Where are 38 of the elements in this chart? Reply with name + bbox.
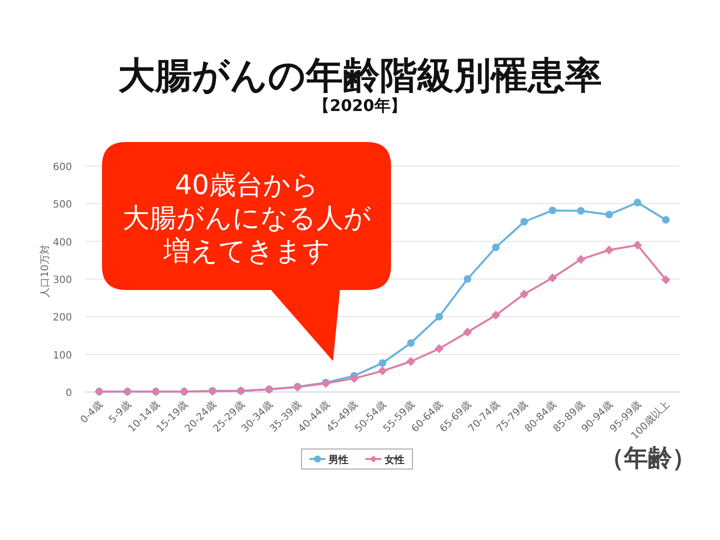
point	[576, 254, 586, 264]
y-axis-title: 人口10万対	[39, 244, 51, 298]
point	[492, 244, 500, 252]
point	[463, 328, 472, 337]
point	[434, 344, 444, 354]
y-tick-label: 0	[66, 388, 72, 399]
annotation: 40歳台から大腸がんになる人が増えてきます	[122, 170, 372, 267]
point	[634, 198, 642, 206]
point	[350, 374, 359, 383]
x-axis-title: （年齢）	[600, 444, 696, 472]
point	[661, 275, 670, 284]
y-tick-label: 200	[52, 312, 72, 324]
y-tick-label: 500	[52, 200, 72, 211]
point	[520, 290, 529, 299]
point	[378, 359, 386, 367]
point	[577, 207, 585, 215]
point	[435, 312, 443, 320]
chart-title: 大腸がんの年齢階級別罹患率	[118, 54, 602, 97]
y-tick-label: 400	[52, 237, 72, 248]
point	[605, 210, 613, 218]
point	[520, 218, 528, 226]
y-tick-label: 600	[52, 162, 72, 173]
legend-label: 女性	[384, 454, 404, 466]
point	[633, 240, 642, 250]
point	[548, 273, 557, 282]
point	[464, 275, 472, 283]
point	[604, 245, 614, 254]
legend-label: 男性	[328, 454, 348, 466]
point	[548, 206, 556, 214]
point	[491, 310, 500, 320]
y-tick-label: 100	[52, 350, 72, 362]
y-tick-label: 300	[52, 275, 72, 286]
point	[406, 356, 416, 366]
chart-subtitle: 【2020年】	[314, 96, 406, 115]
point	[378, 366, 387, 376]
point	[662, 216, 670, 224]
x-tick-label: 0-4歳	[78, 398, 106, 426]
point	[407, 339, 415, 347]
